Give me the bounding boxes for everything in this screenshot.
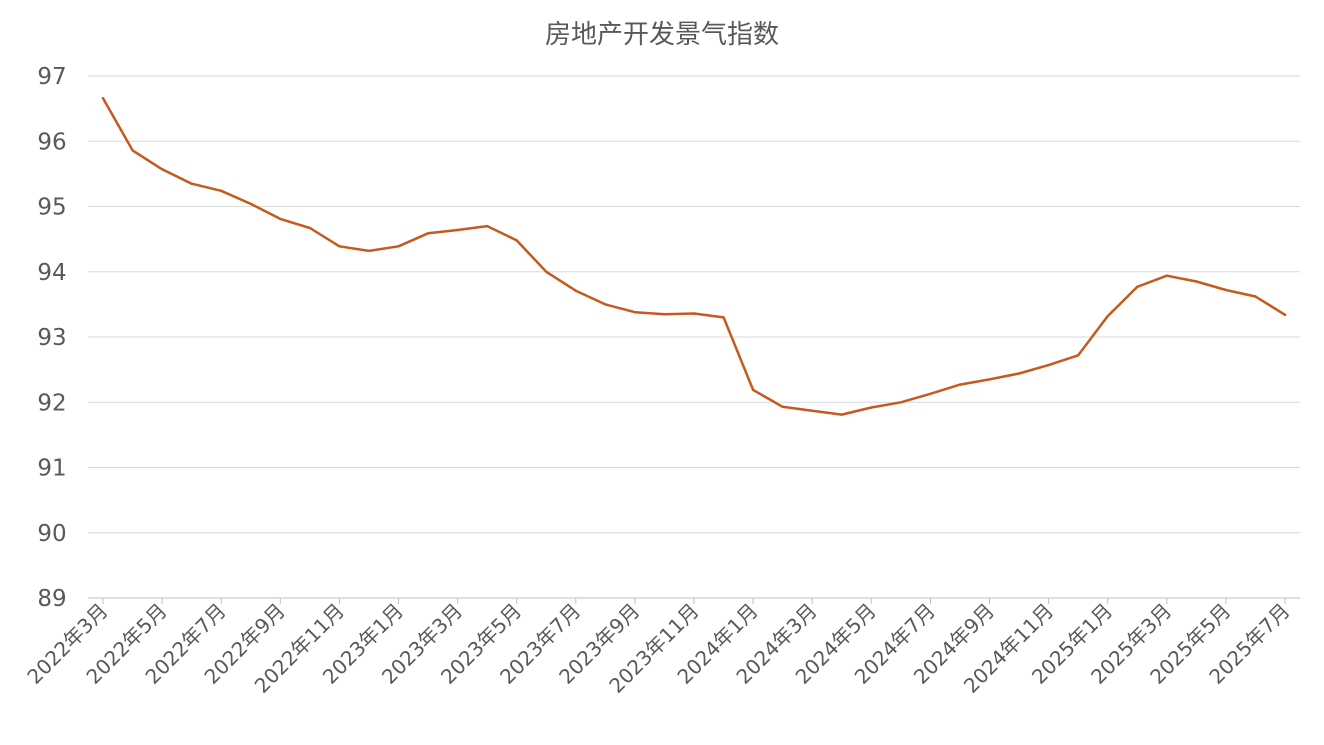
y-tick-label: 89 [37, 586, 66, 612]
data-point [870, 406, 873, 409]
data-point [101, 97, 105, 100]
y-tick-label: 97 [37, 64, 66, 90]
data-point [692, 312, 696, 315]
y-axis-ticks: 89 90 91 92 93 94 95 96 97 [37, 64, 66, 612]
y-tick-label: 90 [37, 521, 66, 547]
y-tick-label: 94 [37, 260, 66, 286]
data-point [1136, 285, 1139, 288]
data-point [988, 378, 991, 381]
data-point [722, 316, 725, 319]
data-point [811, 409, 814, 412]
data-point [1224, 288, 1228, 292]
data-point [220, 189, 223, 192]
data-point [604, 303, 607, 306]
data-point [663, 313, 666, 316]
data-point [1254, 295, 1257, 298]
data-point [515, 239, 518, 242]
y-tick-label: 96 [37, 129, 66, 155]
data-point [781, 405, 784, 408]
x-axis-ticks: 2022年3月2022年5月2022年7月2022年9月2022年11月2023… [22, 598, 1295, 698]
data-point [1165, 274, 1169, 277]
data-point [751, 388, 755, 392]
data-point [338, 245, 341, 248]
data-point [190, 182, 193, 185]
data-point [1195, 280, 1198, 283]
data-point [1077, 354, 1080, 357]
data-point [279, 217, 282, 221]
series-line [101, 96, 1287, 416]
data-point [456, 228, 459, 232]
data-point [1017, 372, 1021, 375]
data-point [131, 149, 134, 152]
data-point [308, 226, 312, 230]
data-point [1106, 314, 1109, 318]
y-tick-label: 95 [37, 195, 66, 221]
series-layer [101, 96, 1287, 416]
data-point [486, 224, 489, 228]
data-point [633, 311, 637, 314]
data-point [545, 270, 548, 273]
data-point [367, 249, 371, 253]
data-point [1283, 313, 1287, 316]
data-point [160, 168, 164, 171]
y-tick-label: 91 [37, 456, 66, 482]
data-point [426, 232, 430, 235]
y-tick-label: 92 [37, 390, 66, 416]
data-point [958, 383, 962, 386]
data-point [929, 392, 932, 395]
gridlines [88, 75, 1300, 599]
data-point [840, 413, 843, 416]
data-point [397, 245, 400, 248]
chart-title: 房地产开发景气指数 [545, 20, 779, 50]
data-point [899, 401, 903, 404]
data-point [249, 202, 252, 206]
y-tick-label: 93 [37, 325, 66, 351]
data-point [1047, 363, 1050, 367]
data-point [574, 289, 577, 292]
